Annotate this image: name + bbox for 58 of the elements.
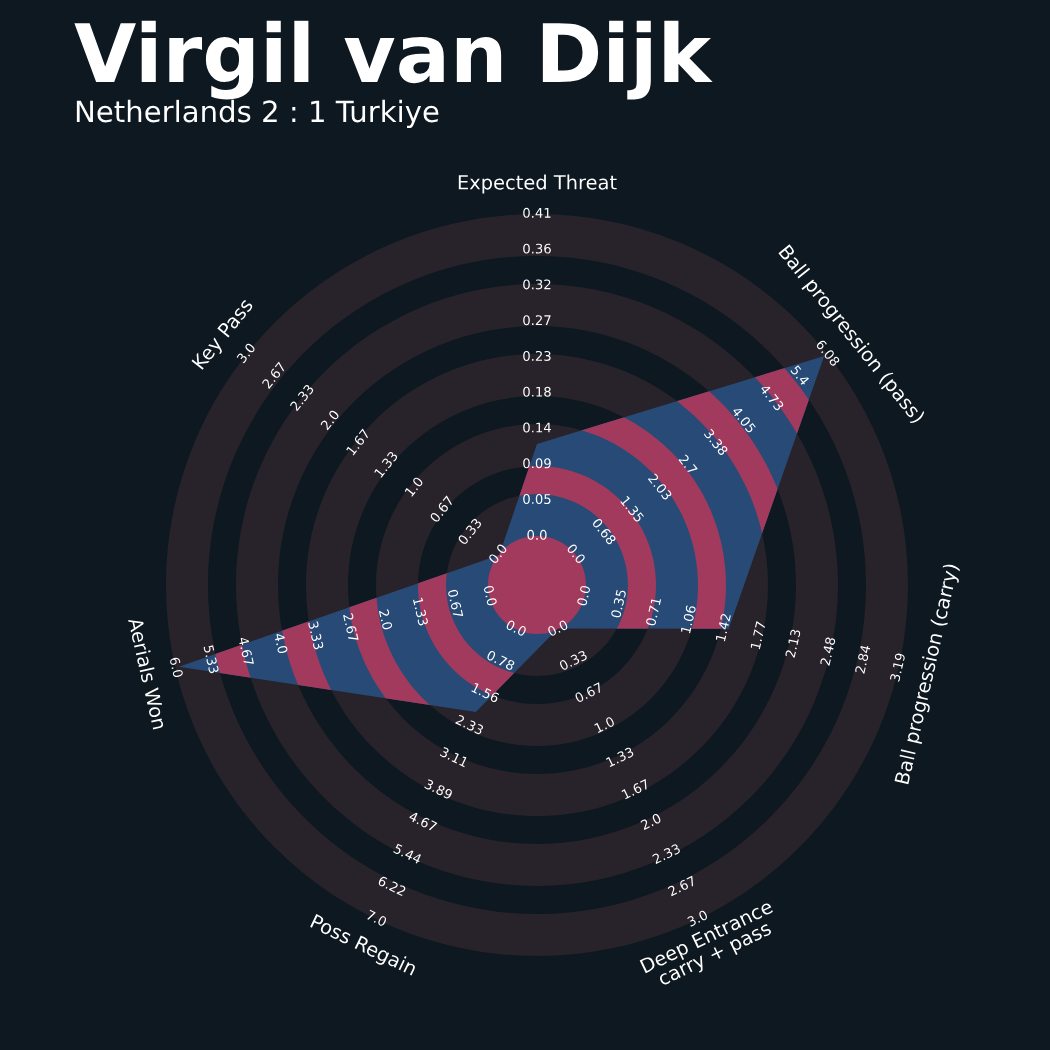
text: 0.09 xyxy=(523,458,551,469)
text: 0.71 xyxy=(645,597,662,627)
text: 1.77 xyxy=(750,621,766,650)
text: 5.44 xyxy=(393,843,423,865)
text: 4.67 xyxy=(238,636,255,666)
text: 0.78 xyxy=(486,649,516,671)
text: 7.0 xyxy=(365,909,388,927)
text: 2.48 xyxy=(819,636,836,666)
text: 2.7 xyxy=(678,453,698,475)
text: 3.33 xyxy=(308,621,324,650)
text: 0.05 xyxy=(523,494,551,505)
chart-subtitle: Netherlands 2 : 1 Turkiye xyxy=(76,99,439,129)
text: 1.33 xyxy=(605,746,635,768)
text: 2.33 xyxy=(455,714,485,736)
text: 0.27 xyxy=(523,315,551,326)
text: 0.0 xyxy=(546,619,569,637)
text: 0.0 xyxy=(566,543,587,565)
text: 3.0 xyxy=(236,342,256,364)
text: 2.0 xyxy=(378,609,393,631)
chart-title: Virgil van Dijk xyxy=(74,20,713,100)
text: 2.67 xyxy=(667,875,697,897)
text: 1.0 xyxy=(594,716,616,734)
text: 1.56 xyxy=(471,682,500,704)
text: 0.14 xyxy=(523,422,551,433)
text: 1.67 xyxy=(621,778,650,800)
text: 0.32 xyxy=(523,279,551,290)
text: 0.18 xyxy=(523,386,551,397)
text: 3.19 xyxy=(889,652,906,682)
text: 2.33 xyxy=(651,843,681,865)
text: 0.0 xyxy=(505,619,528,637)
text: 0.33 xyxy=(558,649,588,671)
text: 2.67 xyxy=(342,613,359,642)
text: 0.67 xyxy=(447,589,464,618)
text: 2.13 xyxy=(785,629,801,658)
text: 2.0 xyxy=(320,409,340,431)
text: 0.0 xyxy=(483,585,498,607)
text: 0.0 xyxy=(576,585,591,607)
text: 2.84 xyxy=(854,644,871,674)
text: 4.0 xyxy=(274,632,289,654)
text: 0.41 xyxy=(523,207,551,218)
spoke-label: Expected Threat xyxy=(458,174,617,194)
text: 0.23 xyxy=(523,350,551,361)
spoke-label: Aerials Won xyxy=(127,616,168,730)
text: 3.89 xyxy=(424,778,454,800)
text: 0.35 xyxy=(610,589,627,619)
text: 1.42 xyxy=(715,613,731,642)
text: 0.0 xyxy=(487,543,508,565)
text: 3.11 xyxy=(439,746,469,768)
text: 5.33 xyxy=(203,644,220,674)
text: 0.36 xyxy=(523,243,551,254)
text: 1.06 xyxy=(680,604,697,634)
text: 2.0 xyxy=(640,812,662,831)
text: 1.0 xyxy=(404,476,424,497)
text: 6.0 xyxy=(169,656,184,678)
text: 0.67 xyxy=(574,682,604,704)
text: 1.33 xyxy=(412,597,429,626)
text: 4.67 xyxy=(408,810,438,832)
text: 6.22 xyxy=(377,875,407,897)
